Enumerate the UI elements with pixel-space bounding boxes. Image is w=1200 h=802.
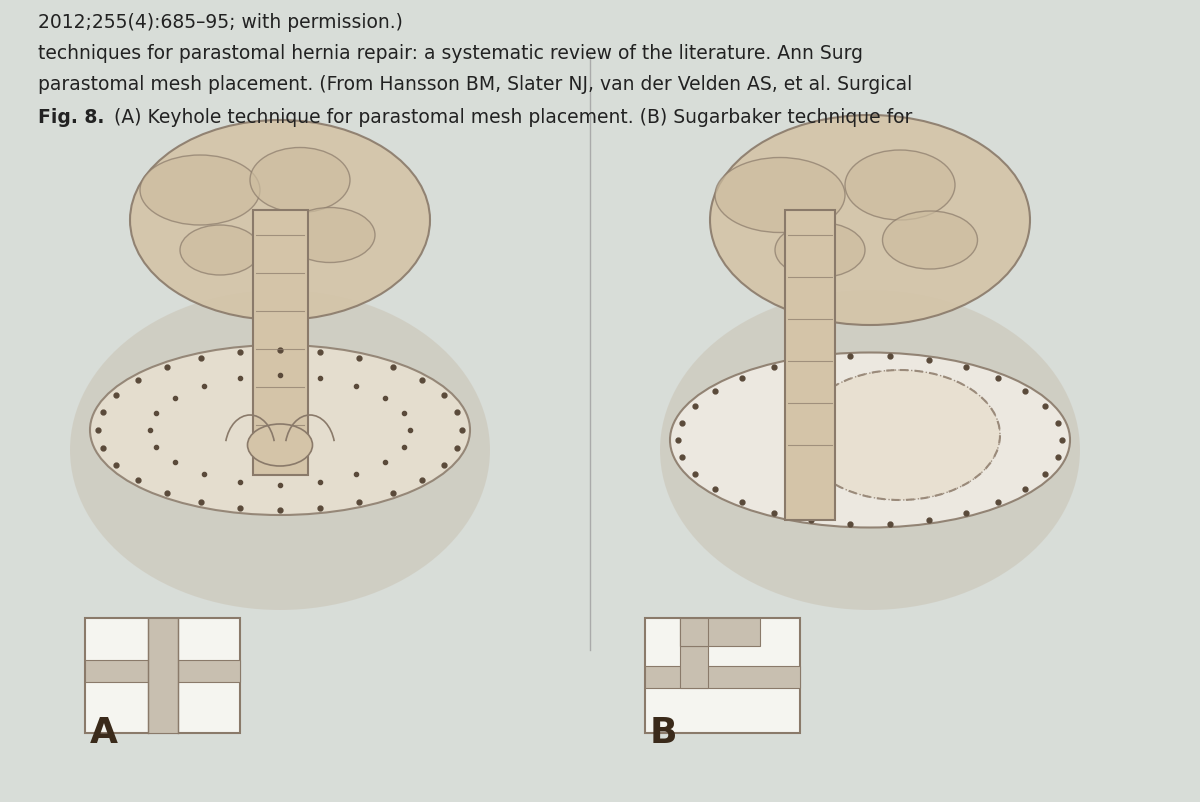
Ellipse shape [247,424,312,466]
Bar [85,660,240,682]
Text: techniques for parastomal hernia repair: a systematic review of the literature. : techniques for parastomal hernia repair:… [38,44,863,63]
Bar [680,618,708,646]
Ellipse shape [882,211,978,269]
Ellipse shape [70,290,490,610]
Text: 2012;255(4):685–95; with permission.): 2012;255(4):685–95; with permission.) [38,13,403,32]
Bar [680,618,760,646]
Ellipse shape [250,148,350,213]
Text: Fig. 8.: Fig. 8. [38,108,104,127]
Ellipse shape [180,225,260,275]
Bar [148,618,178,733]
Ellipse shape [845,150,955,220]
Text: B: B [650,716,678,750]
Ellipse shape [286,208,374,262]
Ellipse shape [670,353,1070,528]
Text: A: A [90,716,118,750]
Bar [680,618,708,688]
Text: (A) Keyhole technique for parastomal mesh placement. (B) Sugarbaker technique fo: (A) Keyhole technique for parastomal mes… [108,108,912,127]
Ellipse shape [130,120,430,320]
Ellipse shape [710,115,1030,325]
Ellipse shape [140,155,260,225]
FancyBboxPatch shape [85,618,240,733]
FancyBboxPatch shape [253,210,308,475]
Ellipse shape [800,370,1000,500]
FancyBboxPatch shape [785,210,835,520]
Ellipse shape [715,157,845,233]
Ellipse shape [660,290,1080,610]
Ellipse shape [775,222,865,277]
Bar [646,666,800,688]
Ellipse shape [90,345,470,515]
Text: parastomal mesh placement. (‪From‬ Hansson BM, Slater NJ, van der Velden AS, et : parastomal mesh placement. (‪From‬ Hanss… [38,75,912,94]
FancyBboxPatch shape [646,618,800,733]
